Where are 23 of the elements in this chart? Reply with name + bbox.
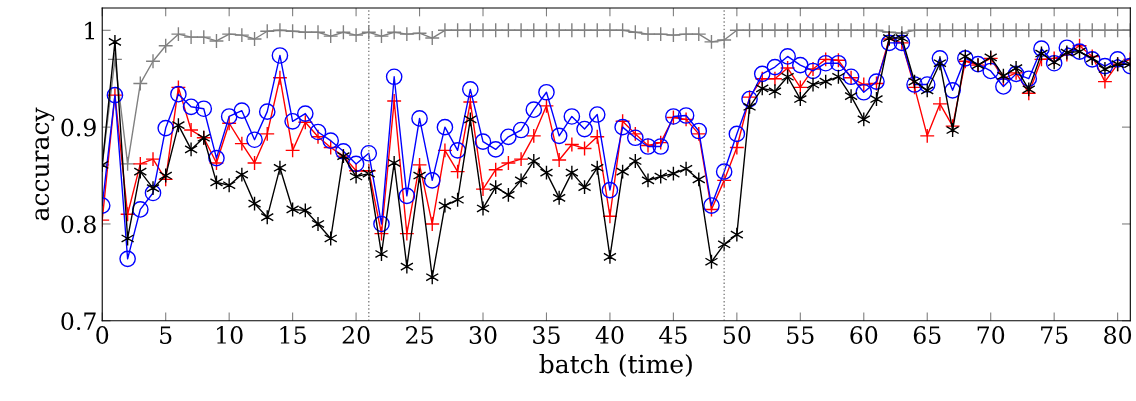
x-tick-label: 20 <box>342 326 370 344</box>
x-tick-label: 55 <box>787 326 814 344</box>
x-tick-label: 35 <box>533 326 560 344</box>
x-tick-label: 40 <box>595 326 624 344</box>
x-tick-label: 45 <box>659 326 687 344</box>
y-tick-label: 0.8 <box>61 215 96 234</box>
x-tick-label: 30 <box>469 326 497 344</box>
x-tick-label: 10 <box>217 326 243 344</box>
x-tick-label: 25 <box>406 326 433 344</box>
y-tick-label: 1 <box>85 21 95 40</box>
x-tick-label: 60 <box>850 326 878 344</box>
x-tick-label: 50 <box>723 326 751 344</box>
x-tick-label: 75 <box>1041 326 1068 344</box>
x-tick-label: 70 <box>977 326 1005 344</box>
x-tick-label: 80 <box>1104 326 1132 344</box>
y-tick-label: 0.9 <box>61 118 96 137</box>
x-axis-title: batch (time) <box>539 354 692 377</box>
y-axis-title: accuracy <box>35 107 55 221</box>
x-tick-label: 0 <box>96 326 109 344</box>
x-tick-label: 15 <box>280 326 306 344</box>
y-tick-label: 0.7 <box>61 312 96 331</box>
x-tick-label: 65 <box>913 326 941 344</box>
x-tick-label: 5 <box>160 326 172 344</box>
